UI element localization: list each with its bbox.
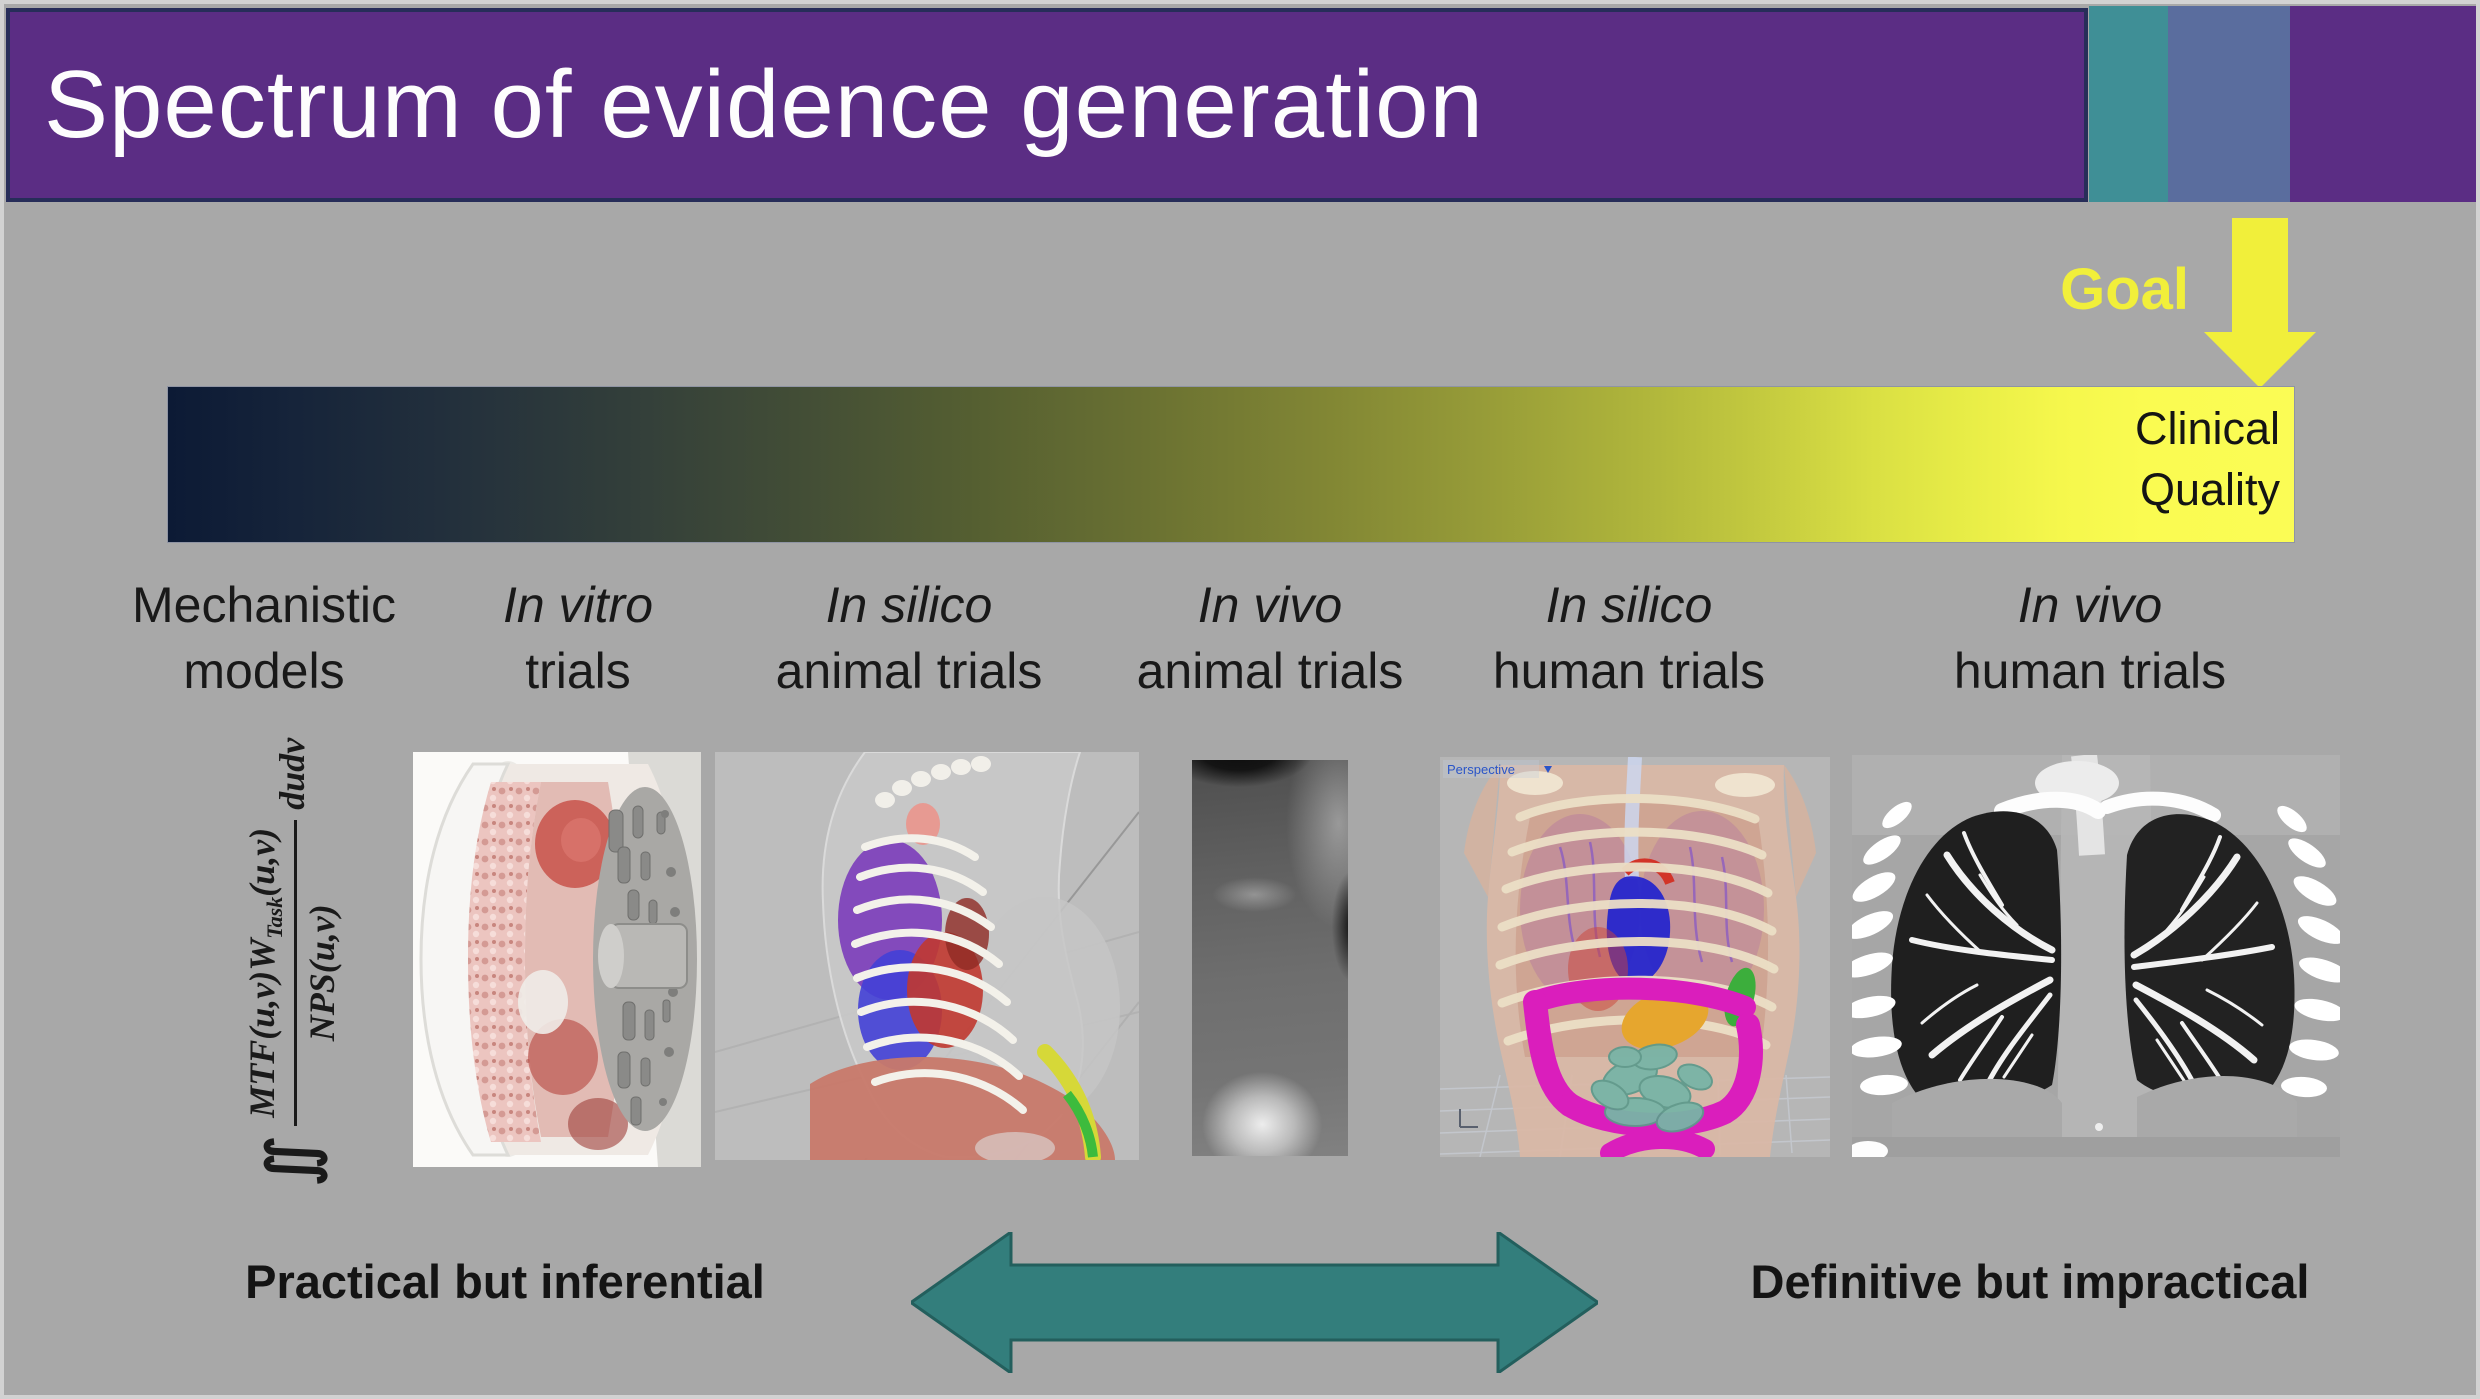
formula-denominator: NPS(u,v) bbox=[302, 904, 343, 1042]
ribs-left bbox=[1852, 801, 1912, 1096]
animal-organ-green bbox=[1063, 1090, 1098, 1158]
header-accent-purple bbox=[2290, 6, 2476, 202]
double-integral-symbol: ∬ bbox=[256, 1135, 327, 1187]
clavicle-right bbox=[1715, 773, 1775, 797]
small-intestine bbox=[1590, 1043, 1713, 1133]
clinical-quality-line2: Quality bbox=[2139, 464, 2280, 515]
header-accent-teal bbox=[2089, 6, 2168, 202]
clinical-quality-line1: Clinical bbox=[2134, 403, 2280, 454]
category-mechanistic-models: Mechanistic models bbox=[132, 577, 396, 699]
goal-down-arrow-icon bbox=[2204, 218, 2316, 388]
category-in-vitro-trials: In vitro trials bbox=[502, 577, 654, 699]
ribs-right bbox=[2277, 805, 2340, 1098]
in-vivo-animal-image bbox=[1192, 760, 1348, 1156]
formula-differential: dudv bbox=[272, 737, 312, 810]
diaphragm-right bbox=[2137, 1076, 2297, 1157]
stomach bbox=[1621, 988, 1709, 1050]
category-in-silico-animal-trials: In silico animal trials bbox=[775, 577, 1043, 699]
formula-numerator: MTF(u,v)WTask(u,v) bbox=[240, 819, 298, 1126]
clavicle-right bbox=[2100, 791, 2221, 822]
header-bar: Spectrum of evidence generation bbox=[6, 8, 2088, 202]
animal-rib-cage bbox=[851, 834, 1027, 1114]
formula-fraction: MTF(u,v)WTask(u,v) NPS(u,v) bbox=[240, 819, 343, 1126]
practical-label: Practical but inferential bbox=[245, 1255, 765, 1308]
header-accent-blue bbox=[2168, 6, 2290, 202]
in-vivo-human-image bbox=[1852, 755, 2340, 1157]
detectability-formula: ∬ MTF(u,v)WTask(u,v) NPS(u,v) dudv bbox=[172, 732, 412, 1192]
in-silico-animal-image bbox=[715, 752, 1139, 1160]
tradeoff-double-arrow-icon bbox=[911, 1232, 1598, 1373]
phantom-bead-inserts bbox=[659, 810, 680, 1106]
animal-liver-region bbox=[810, 1057, 1115, 1160]
category-in-silico-human-trials: In silico human trials bbox=[1492, 577, 1766, 699]
page-title: Spectrum of evidence generation bbox=[44, 51, 1484, 158]
category-in-vivo-animal-trials: In vivo animal trials bbox=[1136, 577, 1404, 699]
phantom-rods bbox=[608, 805, 671, 1126]
animal-spine bbox=[875, 756, 991, 808]
in-vitro-phantom-image bbox=[413, 752, 701, 1167]
clinical-quality-label: Clinical Quality bbox=[1964, 398, 2280, 520]
definitive-label: Definitive but impractical bbox=[1750, 1255, 2310, 1308]
quality-gradient-bar bbox=[167, 386, 2295, 543]
viewport-dropdown-icon bbox=[1544, 766, 1552, 773]
clavicle-left bbox=[1507, 771, 1563, 795]
goal-label: Goal bbox=[2060, 257, 2189, 322]
in-silico-human-image: Perspective bbox=[1440, 757, 1830, 1157]
pulmonary-vessels-left bbox=[1909, 831, 2056, 1088]
clavicle-left bbox=[1994, 791, 2106, 819]
phantom-lung-texture bbox=[468, 782, 541, 1142]
category-in-vivo-human-trials: In vivo human trials bbox=[1953, 577, 2227, 699]
axis-gizmo-icon bbox=[1459, 1109, 1478, 1128]
viewport-perspective-label: Perspective bbox=[1447, 762, 1515, 777]
